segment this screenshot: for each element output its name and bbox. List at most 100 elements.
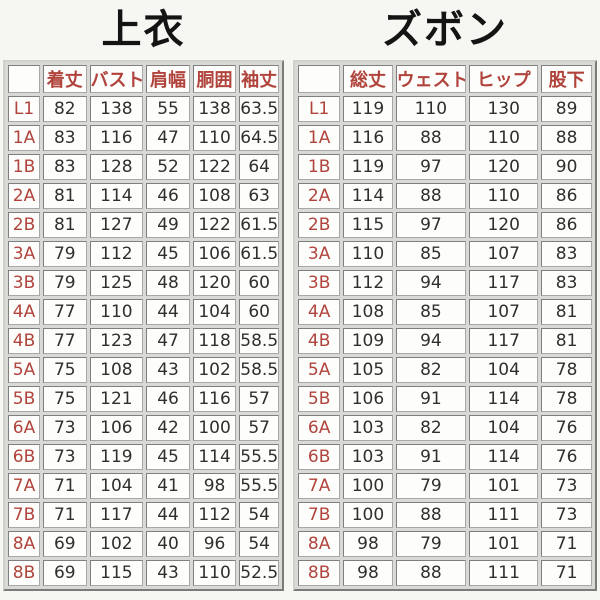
value-cell: 85 [395, 299, 467, 325]
value-cell: 43 [146, 560, 190, 586]
value-cell: 77 [43, 328, 87, 354]
value-cell: 112 [89, 241, 144, 267]
value-cell: 104 [192, 299, 237, 325]
row-label: 4A [8, 299, 40, 325]
value-cell: 44 [146, 299, 190, 325]
value-cell: 88 [395, 502, 467, 528]
value-cell: 115 [89, 560, 144, 586]
table-row: 7B 100 88 111 73 [298, 502, 592, 528]
table-row: 4B 77 123 47 118 58.5 [8, 328, 279, 354]
value-cell: 114 [343, 183, 393, 209]
value-cell: 55.5 [239, 473, 279, 499]
value-cell: 77 [43, 299, 87, 325]
value-cell: 97 [395, 212, 467, 238]
value-cell: 94 [395, 328, 467, 354]
value-cell: 116 [343, 125, 393, 151]
value-cell: 114 [469, 386, 539, 412]
value-cell: 102 [89, 531, 144, 557]
value-cell: 125 [89, 270, 144, 296]
value-cell: 47 [146, 125, 190, 151]
trousers-panel: ズボン 総丈 ウェスト ヒップ 股下 L1 119 110 130 89 1A 116 88 110 88… [293, 2, 597, 591]
value-cell: 79 [43, 241, 87, 267]
value-cell: 108 [89, 357, 144, 383]
value-cell: 73 [43, 444, 87, 470]
row-label: 3B [298, 270, 341, 296]
value-cell: 81 [43, 183, 87, 209]
value-cell: 111 [469, 560, 539, 586]
value-cell: 108 [192, 183, 237, 209]
value-cell: 138 [89, 96, 144, 122]
value-cell: 98 [343, 531, 393, 557]
row-label: 2B [8, 212, 40, 238]
table-row: 3A 79 112 45 106 61.5 [8, 241, 279, 267]
table-row: 7B 71 117 44 112 54 [8, 502, 279, 528]
value-cell: 94 [395, 270, 467, 296]
value-cell: 114 [89, 183, 144, 209]
value-cell: 60 [239, 299, 279, 325]
value-cell: 79 [395, 473, 467, 499]
table-row: 4A 108 85 107 81 [298, 299, 592, 325]
table-row: 5A 75 108 43 102 58.5 [8, 357, 279, 383]
table-row: 6A 103 82 104 76 [298, 415, 592, 441]
row-label: 5A [8, 357, 40, 383]
value-cell: 54 [239, 502, 279, 528]
table-row: 1A 83 116 47 110 64.5 [8, 125, 279, 151]
value-cell: 88 [395, 560, 467, 586]
value-cell: 138 [192, 96, 237, 122]
row-label: 8A [8, 531, 40, 557]
value-cell: 73 [43, 415, 87, 441]
table-row: L1 82 138 55 138 63.5 [8, 96, 279, 122]
value-cell: 76 [541, 415, 592, 441]
value-cell: 108 [343, 299, 393, 325]
table-row: 6B 103 91 114 76 [298, 444, 592, 470]
value-cell: 103 [343, 415, 393, 441]
table-row: 2B 115 97 120 86 [298, 212, 592, 238]
value-cell: 104 [89, 473, 144, 499]
value-cell: 41 [146, 473, 190, 499]
table-row: 6B 73 119 45 114 55.5 [8, 444, 279, 470]
value-cell: 83 [43, 154, 87, 180]
row-label: 1A [8, 125, 40, 151]
corner-cell [8, 65, 40, 93]
value-cell: 98 [343, 560, 393, 586]
value-cell: 79 [395, 531, 467, 557]
row-label: 6A [298, 415, 341, 441]
value-cell: 60 [239, 270, 279, 296]
value-cell: 63.5 [239, 96, 279, 122]
value-cell: 106 [192, 241, 237, 267]
value-cell: 91 [395, 444, 467, 470]
table-row: 8A 69 102 40 96 54 [8, 531, 279, 557]
table-row: L1 119 110 130 89 [298, 96, 592, 122]
row-label: 1B [8, 154, 40, 180]
value-cell: 112 [343, 270, 393, 296]
value-cell: 64 [239, 154, 279, 180]
value-cell: 114 [192, 444, 237, 470]
value-cell: 120 [192, 270, 237, 296]
value-cell: 119 [343, 96, 393, 122]
value-cell: 116 [89, 125, 144, 151]
value-cell: 86 [541, 183, 592, 209]
row-label: 5B [8, 386, 40, 412]
value-cell: 75 [43, 386, 87, 412]
value-cell: 106 [343, 386, 393, 412]
column-header: 股下 [541, 65, 592, 93]
row-label: 3A [298, 241, 341, 267]
row-label: 6B [298, 444, 341, 470]
value-cell: 109 [343, 328, 393, 354]
row-label: 2B [298, 212, 341, 238]
value-cell: 75 [43, 357, 87, 383]
value-cell: 44 [146, 502, 190, 528]
value-cell: 90 [541, 154, 592, 180]
value-cell: 103 [343, 444, 393, 470]
value-cell: 83 [541, 241, 592, 267]
value-cell: 89 [541, 96, 592, 122]
column-header: 総丈 [343, 65, 393, 93]
value-cell: 110 [89, 299, 144, 325]
value-cell: 54 [239, 531, 279, 557]
value-cell: 127 [89, 212, 144, 238]
value-cell: 71 [541, 531, 592, 557]
value-cell: 117 [469, 270, 539, 296]
value-cell: 71 [43, 502, 87, 528]
value-cell: 116 [192, 386, 237, 412]
